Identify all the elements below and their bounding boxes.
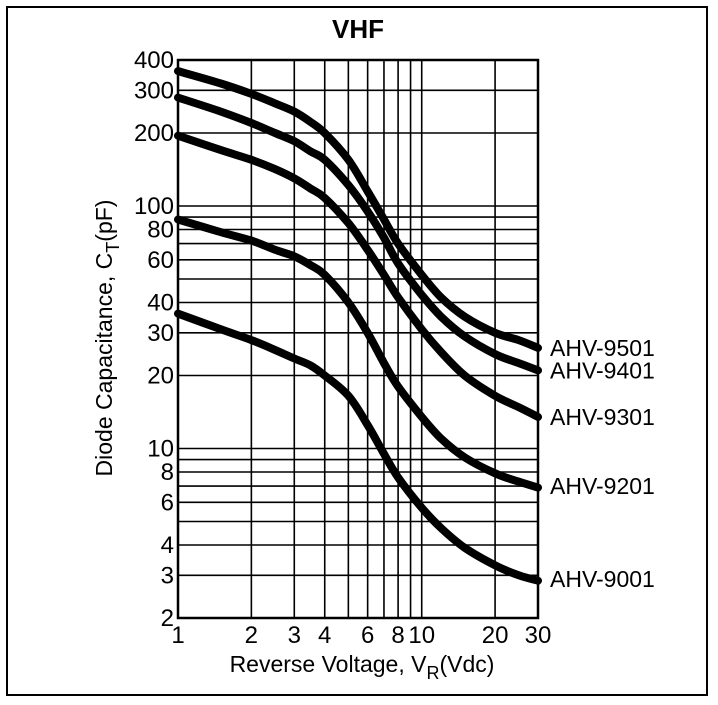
y-tick-label: 2 <box>161 605 174 632</box>
y-tick-label: 40 <box>147 290 174 317</box>
series-line-ahv-9401 <box>174 93 542 375</box>
x-axis-title: Reverse Voltage, VR(Vdc) <box>230 651 495 683</box>
x-tick-label: 20 <box>482 622 509 649</box>
y-tick-label: 20 <box>147 362 174 389</box>
x-tick-label: 2 <box>245 622 258 649</box>
series-lines <box>174 67 542 585</box>
y-tick-label: 6 <box>161 489 174 516</box>
y-tick-label: 300 <box>134 77 174 104</box>
y-tick-label: 60 <box>147 247 174 274</box>
y-tick-label: 400 <box>134 47 174 74</box>
y-tick-label: 3 <box>161 562 174 589</box>
y-axis-title-unit: (pF) <box>91 200 117 242</box>
series-label-ahv-9501: AHV-9501 <box>550 335 655 361</box>
plot-border <box>176 58 540 620</box>
x-tick-label: 30 <box>525 622 552 649</box>
series-label-ahv-9401: AHV-9401 <box>550 357 655 383</box>
y-tick-label: 4 <box>161 532 174 559</box>
series-line-ahv-9501 <box>174 67 542 352</box>
y-axis-title-subscript: T <box>103 242 123 253</box>
x-tick-label: 8 <box>391 622 404 649</box>
y-tick-label: 100 <box>134 193 174 220</box>
x-tick-label: 6 <box>361 622 374 649</box>
chart-title: VHF <box>332 14 384 44</box>
series-label-ahv-9001: AHV-9001 <box>550 566 655 592</box>
grid <box>177 59 539 619</box>
chart-frame <box>6 6 708 696</box>
y-tick-label: 30 <box>147 320 174 347</box>
x-axis-title-main: Reverse Voltage, V <box>230 651 428 677</box>
x-tick-label: 3 <box>288 622 301 649</box>
x-tick-label: 1 <box>171 622 184 649</box>
y-tick-label: 8 <box>161 459 174 486</box>
y-tick-label: 80 <box>147 217 174 244</box>
series-line-ahv-9201 <box>174 215 542 492</box>
x-axis-title-unit: (Vdc) <box>439 651 494 677</box>
y-tick-label: 10 <box>147 435 174 462</box>
series-label-ahv-9201: AHV-9201 <box>550 473 655 499</box>
series-line-ahv-9301 <box>174 131 542 421</box>
y-tick-label: 200 <box>134 120 174 147</box>
y-axis-title-main: Diode Capacitance, C <box>91 253 117 477</box>
y-axis-title: Diode Capacitance, CT(pF) <box>91 200 123 477</box>
x-tick-label: 4 <box>318 622 331 649</box>
series-line-ahv-9001 <box>174 309 542 585</box>
x-tick-label: 10 <box>408 622 435 649</box>
x-axis-ticks: 1 2 3 4 6 8 10 20 30 <box>171 622 551 649</box>
series-label-ahv-9301: AHV-9301 <box>550 404 655 430</box>
x-axis-title-subscript: R <box>426 663 439 683</box>
